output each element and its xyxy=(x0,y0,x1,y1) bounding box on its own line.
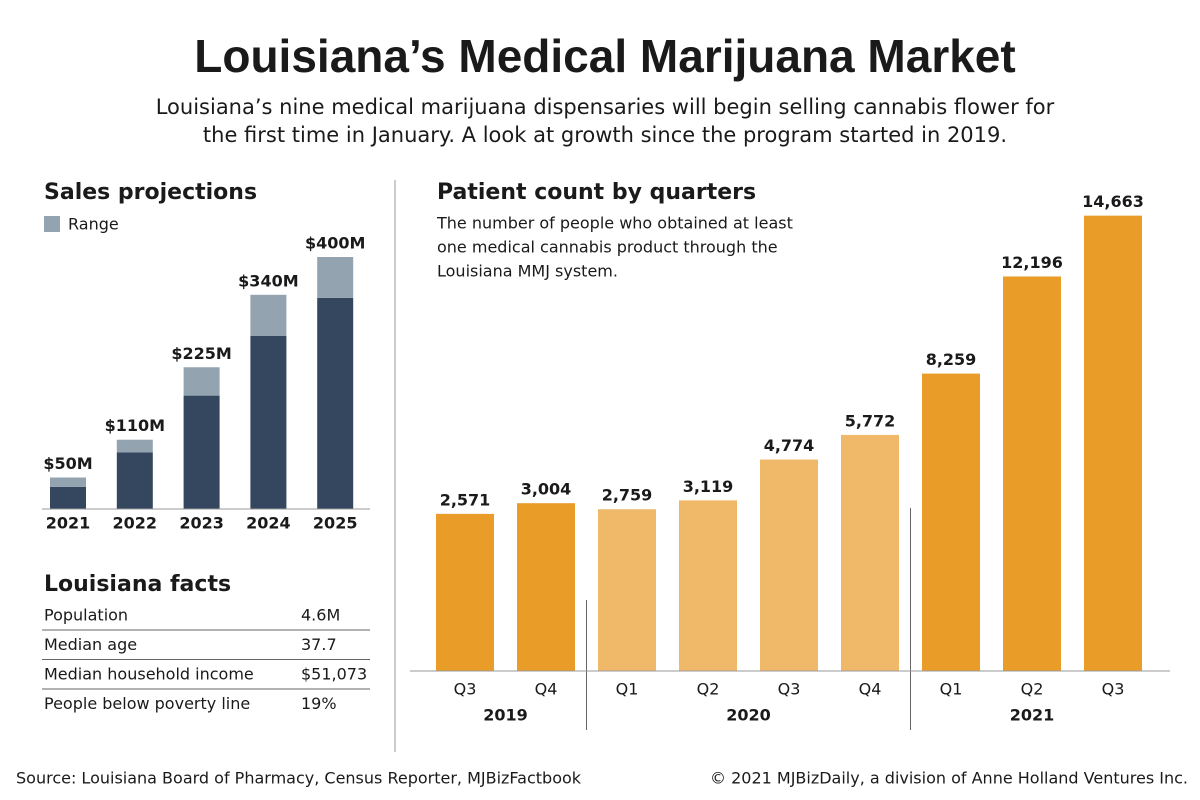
fact-value: 19% xyxy=(301,694,337,713)
x-tick-label: Q1 xyxy=(940,680,963,699)
chart-title: Patient count by quarters xyxy=(437,180,756,205)
x-tick-label: 2022 xyxy=(113,514,158,533)
bar xyxy=(760,459,818,671)
x-tick-label: Q3 xyxy=(454,680,477,699)
range xyxy=(250,294,287,336)
chart-subtitle: one medical cannabis product through the xyxy=(437,238,778,257)
x-tick-label: Q3 xyxy=(778,680,801,699)
fact-label: Median household income xyxy=(44,665,254,684)
fact-value: 4.6M xyxy=(301,606,340,625)
bar xyxy=(841,434,899,671)
subtitle: Louisiana’s nine medical marijuana dispe… xyxy=(156,95,1055,119)
x-tick-label: 2025 xyxy=(313,514,358,533)
value-label: 3,004 xyxy=(521,480,572,499)
x-tick-label: Q1 xyxy=(616,680,639,699)
value-label: 4,774 xyxy=(764,436,815,455)
bar xyxy=(598,509,656,671)
chart-title: Sales projections xyxy=(44,180,257,205)
chart-subtitle: The number of people who obtained at lea… xyxy=(436,214,793,233)
group-label: 2019 xyxy=(483,706,528,725)
bar xyxy=(317,297,354,509)
range xyxy=(183,367,220,396)
bar xyxy=(517,503,575,671)
bar xyxy=(679,500,737,671)
bar xyxy=(1003,276,1061,671)
source: Source: Louisiana Board of Pharmacy, Cen… xyxy=(16,769,582,788)
range xyxy=(317,257,354,298)
value-label: 2,759 xyxy=(602,486,653,505)
x-tick-label: 2023 xyxy=(179,514,224,533)
value-label: 8,259 xyxy=(926,350,977,369)
legend-label: Range xyxy=(68,215,119,234)
group-label: 2021 xyxy=(1010,706,1055,725)
x-tick-label: Q3 xyxy=(1102,680,1125,699)
bar xyxy=(250,335,287,509)
fact-value: 37.7 xyxy=(301,635,337,654)
title: Louisiana’s Medical Marijuana Market xyxy=(194,30,1015,82)
range xyxy=(116,439,153,453)
bar xyxy=(116,452,153,509)
value-label: $225M xyxy=(171,344,231,363)
group-label: 2020 xyxy=(726,706,771,725)
range xyxy=(50,477,86,487)
credit: © 2021 MJBizDaily, a division of Anne Ho… xyxy=(710,769,1188,788)
subtitle: the first time in January. A look at gro… xyxy=(203,123,1007,147)
value-label: 5,772 xyxy=(845,411,896,430)
value-label: $110M xyxy=(105,416,165,435)
facts-title: Louisiana facts xyxy=(44,572,231,597)
bar xyxy=(1084,215,1142,671)
value-label: $340M xyxy=(238,271,298,290)
fact-label: People below poverty line xyxy=(44,694,250,713)
x-tick-label: Q4 xyxy=(859,680,882,699)
value-label: $400M xyxy=(305,234,365,253)
bar xyxy=(922,373,980,671)
x-tick-label: Q2 xyxy=(697,680,720,699)
x-tick-label: 2021 xyxy=(46,514,91,533)
value-label: 12,196 xyxy=(1001,253,1063,272)
fact-label: Population xyxy=(44,606,128,625)
x-tick-label: 2024 xyxy=(246,514,291,533)
fact-label: Median age xyxy=(44,635,137,654)
value-label: $50M xyxy=(43,454,92,473)
value-label: 14,663 xyxy=(1082,192,1144,211)
bar xyxy=(183,395,220,509)
legend-swatch xyxy=(44,216,60,232)
x-tick-label: Q2 xyxy=(1021,680,1044,699)
value-label: 2,571 xyxy=(440,490,491,509)
fact-value: $51,073 xyxy=(301,665,367,684)
chart-subtitle: Louisiana MMJ system. xyxy=(437,262,618,281)
bar xyxy=(436,513,494,671)
x-tick-label: Q4 xyxy=(535,680,558,699)
value-label: 3,119 xyxy=(683,477,734,496)
bar xyxy=(50,486,86,509)
